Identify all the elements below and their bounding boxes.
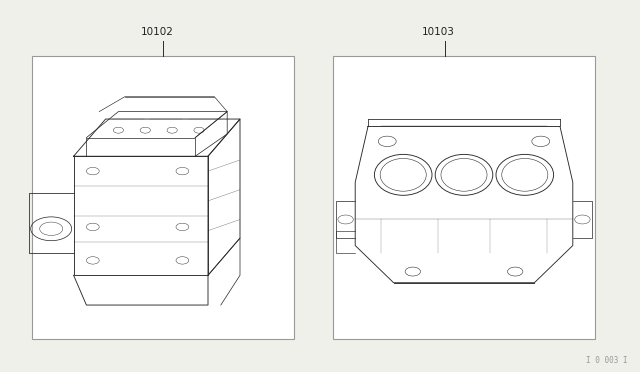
- Text: 10103: 10103: [422, 27, 455, 37]
- Text: I 0 003 I: I 0 003 I: [586, 356, 627, 365]
- Bar: [32, 56, 294, 339]
- Text: 10102: 10102: [140, 27, 173, 37]
- Bar: [333, 56, 595, 339]
